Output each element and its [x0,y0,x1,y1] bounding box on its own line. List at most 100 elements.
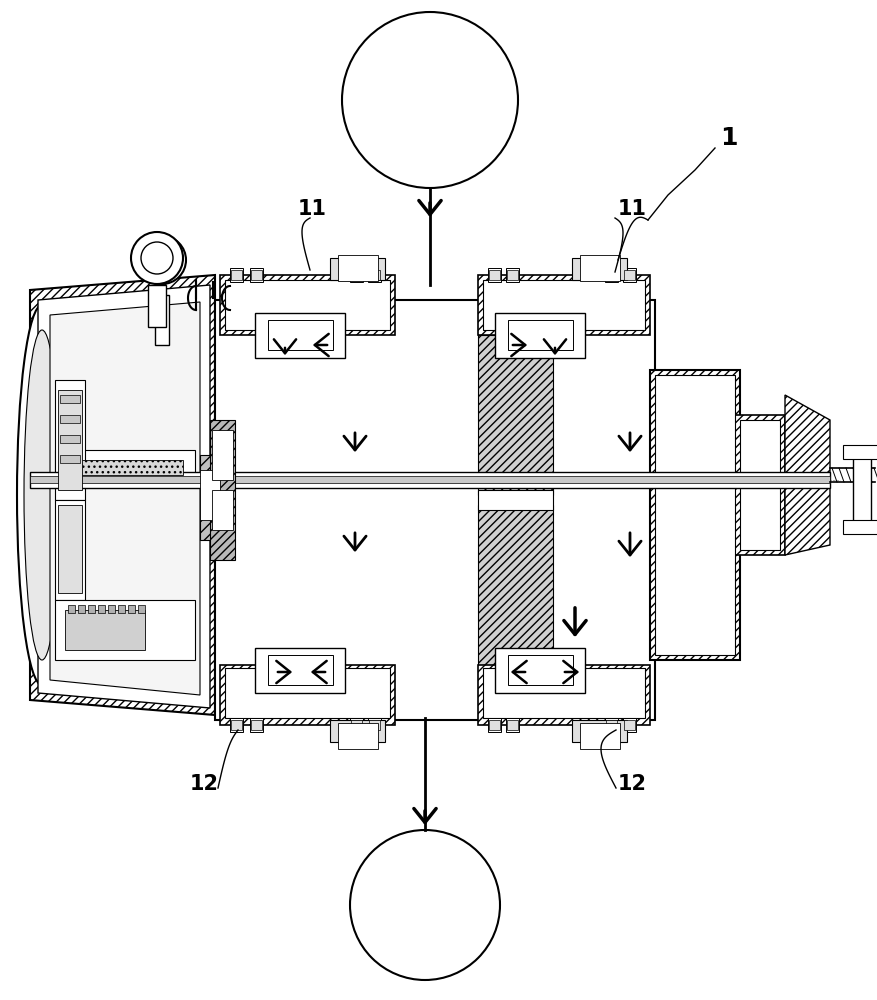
Bar [605,718,618,732]
Bar [155,295,169,345]
Bar [843,445,877,459]
Bar [78,605,85,613]
Bar [251,270,262,280]
Bar [268,320,333,350]
Bar [351,720,362,730]
Bar [212,490,233,530]
Circle shape [148,246,176,274]
Bar [623,268,636,282]
Bar [200,455,220,540]
Bar [60,415,80,423]
Bar [231,720,242,730]
Polygon shape [30,275,215,715]
Bar [250,268,263,282]
Bar [60,455,80,463]
Bar [606,270,617,280]
Bar [338,723,378,749]
Bar [128,605,135,613]
Bar [853,450,871,530]
Bar [255,313,345,358]
Bar [255,648,345,693]
Bar [200,470,220,520]
Text: 12: 12 [190,774,219,794]
Text: 1: 1 [720,126,738,150]
Bar [225,668,390,718]
Bar [368,718,381,732]
Bar [350,718,363,732]
Bar [330,720,385,742]
Bar [488,718,501,732]
Bar [60,435,80,443]
Circle shape [350,830,500,980]
Bar [138,605,145,613]
Ellipse shape [17,305,67,685]
Circle shape [342,12,518,188]
Bar [478,275,650,335]
Bar [58,390,82,490]
Bar [735,415,785,555]
Bar [650,370,740,660]
Bar [605,268,618,282]
Bar [624,270,635,280]
Bar [220,275,395,335]
Bar [88,605,95,613]
Polygon shape [50,302,200,695]
Bar [65,460,183,475]
Bar [506,718,519,732]
Bar [507,720,518,730]
Bar [55,500,85,600]
Bar [230,268,243,282]
Bar [350,268,363,282]
Bar [55,380,85,500]
Bar [369,270,380,280]
Bar [230,718,243,732]
Bar [478,490,553,510]
Bar [483,280,645,330]
Bar [623,718,636,732]
Bar [489,720,500,730]
Bar [488,268,501,282]
Bar [220,665,395,725]
Bar [351,270,362,280]
Bar [55,600,195,660]
Bar [65,610,145,650]
Bar [225,280,390,330]
Bar [483,668,645,718]
Bar [478,665,650,725]
Bar [489,270,500,280]
Bar [495,648,585,693]
Bar [843,520,877,534]
Bar [215,300,655,720]
Bar [98,605,105,613]
Bar [624,720,635,730]
Bar [118,605,125,613]
Circle shape [141,242,173,274]
Text: 12: 12 [618,774,647,794]
Bar [508,655,573,685]
Bar [369,720,380,730]
Bar [251,720,262,730]
Bar [30,472,830,488]
Bar [148,285,166,327]
Polygon shape [785,395,830,555]
Bar [231,270,242,280]
Bar [60,395,80,403]
Bar [506,268,519,282]
Bar [508,320,573,350]
Bar [108,605,115,613]
Bar [572,720,627,742]
Bar [580,723,620,749]
Bar [606,720,617,730]
Circle shape [131,232,183,284]
Polygon shape [38,285,210,708]
Bar [495,313,585,358]
Bar [507,270,518,280]
Text: 11: 11 [298,199,327,219]
Bar [572,258,627,280]
Bar [478,335,553,495]
Circle shape [138,236,186,284]
Bar [330,258,385,280]
Bar [68,605,75,613]
Bar [580,255,620,281]
Bar [250,718,263,732]
